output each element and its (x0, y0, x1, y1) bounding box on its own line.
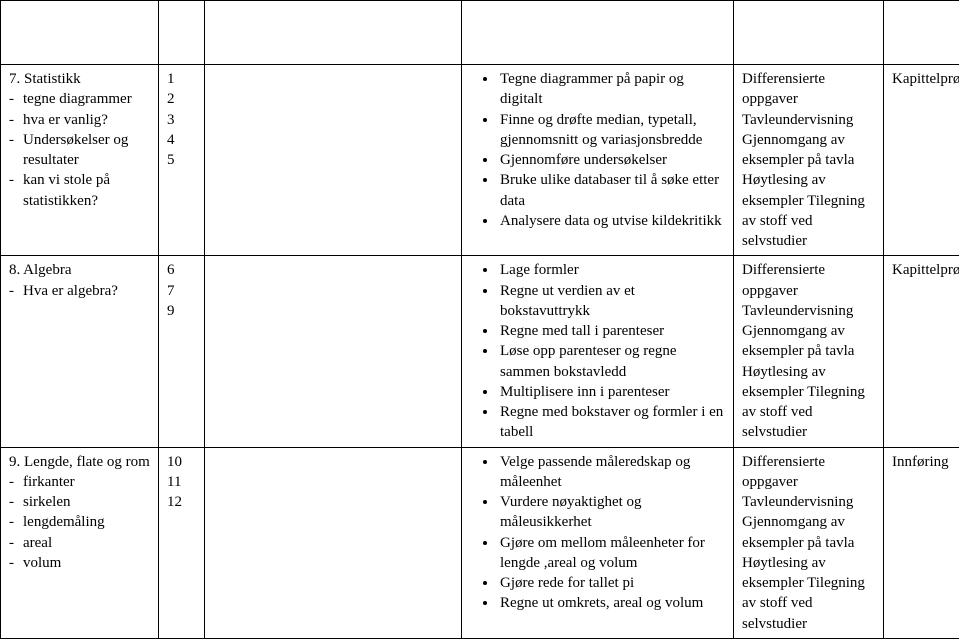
header-cell (205, 1, 462, 65)
table-row: 7. Statistikktegne diagrammerhva er vanl… (1, 65, 959, 256)
week-number: 1 (167, 69, 198, 89)
goal-item: Bruke ulike databaser til å søke etter d… (498, 170, 727, 211)
goal-item: Vurdere nøyaktighet og måleusikkerhet (498, 492, 727, 533)
topic-subitem: tegne diagrammer (9, 89, 152, 109)
topic-cell: 8. AlgebraHva er algebra? (1, 256, 159, 447)
topic-title: 8. Algebra (9, 260, 152, 280)
topic-subitem: areal (9, 533, 152, 553)
goals-cell: Lage formlerRegne ut verdien av et bokst… (462, 256, 734, 447)
week-number: 12 (167, 492, 198, 512)
topic-title: 7. Statistikk (9, 69, 152, 89)
week-number: 3 (167, 110, 198, 130)
header-row (1, 1, 959, 65)
goal-item: Finne og drøfte median, typetall, gjenno… (498, 110, 727, 151)
methods-cell: Differensierte oppgaver Tavleundervisnin… (734, 447, 884, 638)
week-number: 5 (167, 150, 198, 170)
goal-item: Velge passende måleredskap og måleenhet (498, 452, 727, 493)
topic-title: 9. Lengde, flate og rom (9, 452, 152, 472)
goals-cell: Velge passende måleredskap og måleenhetV… (462, 447, 734, 638)
topic-subitem: Undersøkelser og resultater (9, 130, 152, 171)
goals-list: Velge passende måleredskap og måleenhetV… (470, 452, 727, 614)
week-number: 7 (167, 281, 198, 301)
week-numbers-cell: 101112 (159, 447, 205, 638)
curriculum-table: 7. Statistikktegne diagrammerhva er vanl… (0, 0, 959, 639)
topic-subitem: firkanter (9, 472, 152, 492)
goal-item: Regne ut verdien av et bokstavuttrykk (498, 281, 727, 322)
goal-item: Tegne diagrammer på papir og digitalt (498, 69, 727, 110)
header-cell (462, 1, 734, 65)
goal-item: Multiplisere inn i parenteser (498, 382, 727, 402)
goal-item: Analysere data og utvise kildekritikk (498, 211, 727, 231)
assessment-cell: Innføring (884, 447, 959, 638)
topic-subitem: volum (9, 553, 152, 573)
empty-cell (205, 65, 462, 256)
header-cell (159, 1, 205, 65)
goal-item: Gjøre om mellom måleenheter for lengde ,… (498, 533, 727, 574)
goal-item: Løse opp parenteser og regne sammen boks… (498, 341, 727, 382)
topic-subitem: hva er vanlig? (9, 110, 152, 130)
topic-subitem: Hva er algebra? (9, 281, 152, 301)
empty-cell (205, 256, 462, 447)
assessment-cell: Kapittelprøve (884, 65, 959, 256)
goal-item: Regne med bokstaver og formler i en tabe… (498, 402, 727, 443)
methods-cell: Differensierte oppgaver Tavleundervisnin… (734, 256, 884, 447)
goal-item: Lage formler (498, 260, 727, 280)
week-number: 6 (167, 260, 198, 280)
goal-item: Regne med tall i parenteser (498, 321, 727, 341)
empty-cell (205, 447, 462, 638)
week-number: 10 (167, 452, 198, 472)
header-cell (884, 1, 959, 65)
goals-list: Tegne diagrammer på papir og digitaltFin… (470, 69, 727, 231)
header-cell (734, 1, 884, 65)
goals-cell: Tegne diagrammer på papir og digitaltFin… (462, 65, 734, 256)
table-row: 9. Lengde, flate og romfirkantersirkelen… (1, 447, 959, 638)
week-number: 2 (167, 89, 198, 109)
goal-item: Regne ut omkrets, areal og volum (498, 593, 727, 613)
topic-cell: 9. Lengde, flate og romfirkantersirkelen… (1, 447, 159, 638)
topic-subitems: Hva er algebra? (9, 281, 152, 301)
topic-subitem: lengdemåling (9, 512, 152, 532)
goals-list: Lage formlerRegne ut verdien av et bokst… (470, 260, 727, 442)
topic-subitems: tegne diagrammerhva er vanlig?Undersøkel… (9, 89, 152, 211)
topic-subitem: kan vi stole på statistikken? (9, 170, 152, 211)
week-number: 9 (167, 301, 198, 321)
goal-item: Gjøre rede for tallet pi (498, 573, 727, 593)
methods-cell: Differensierte oppgaver Tavleundervisnin… (734, 65, 884, 256)
topic-subitem: sirkelen (9, 492, 152, 512)
topic-cell: 7. Statistikktegne diagrammerhva er vanl… (1, 65, 159, 256)
week-number: 4 (167, 130, 198, 150)
assessment-cell: Kapittelprøve (884, 256, 959, 447)
goal-item: Gjennomføre undersøkelser (498, 150, 727, 170)
week-numbers-cell: 12345 (159, 65, 205, 256)
topic-subitems: firkantersirkelenlengdemålingarealvolum (9, 472, 152, 573)
table-row: 8. AlgebraHva er algebra?679Lage formler… (1, 256, 959, 447)
header-cell (1, 1, 159, 65)
week-number: 11 (167, 472, 198, 492)
week-numbers-cell: 679 (159, 256, 205, 447)
